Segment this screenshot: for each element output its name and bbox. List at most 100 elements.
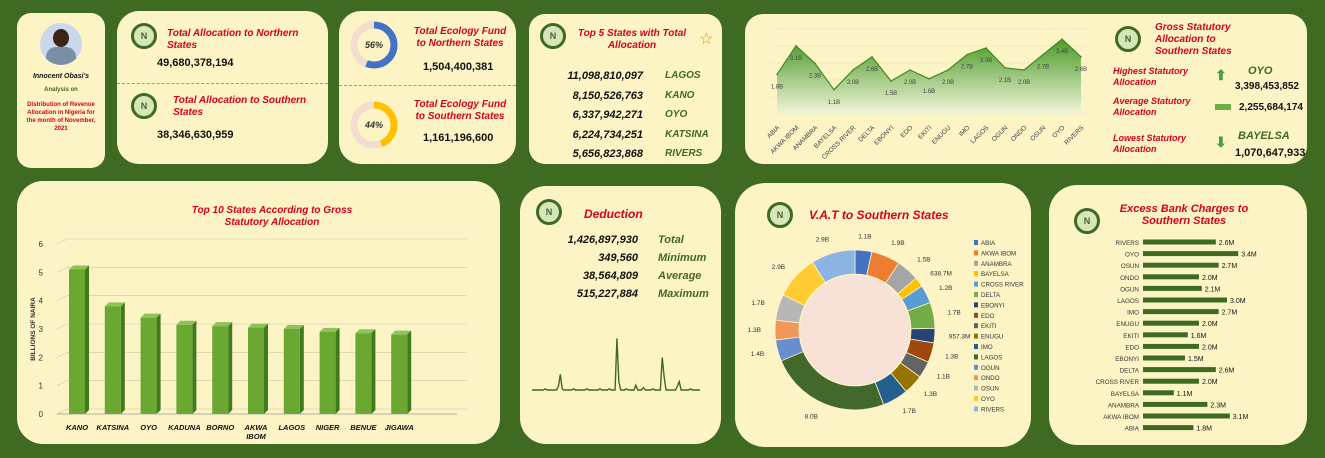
hbar-y-tick: EKITI: [1123, 333, 1139, 340]
legend-entry: OGUN: [981, 365, 1000, 372]
area-data-label: 2.3B: [809, 73, 821, 79]
hbar: [1143, 390, 1174, 396]
bank-charges-title: Excess Bank Charges to Southern States: [1119, 203, 1249, 227]
area-point: [833, 89, 835, 91]
donut-hole: [800, 275, 910, 385]
bar: [355, 333, 372, 414]
area-x-tick: OGUN: [991, 124, 1010, 143]
pie-data-label: 1.9B: [891, 240, 904, 247]
area-x-tick: OYO: [1051, 124, 1066, 139]
area-x-tick: CROSS RIVER: [821, 124, 858, 161]
vat-card: N V.A.T to Southern States 1.1B 1.9B 1.5B 6…: [735, 183, 1031, 447]
area-x-tick: LAGOS: [970, 124, 991, 145]
legend-entry: CROSS RIVER: [981, 282, 1024, 289]
bar: [104, 306, 121, 414]
southern-allocation-card: 1.8B ABIA 3.1B AKWA IBOM 2.3B ANAMBRA 1.1B BAYE…: [745, 14, 1307, 164]
deduction-line: [532, 338, 700, 391]
lowest-value: 1,070,647,933: [1235, 147, 1306, 159]
legend-swatch: [974, 364, 978, 370]
top5-state: KATSINA: [665, 128, 709, 140]
profile-card: Innocent Obasi's Analysis on Distributio…: [17, 13, 105, 168]
top10-card: Top 10 States According to Gross Statuto…: [17, 181, 500, 444]
bar-top: [355, 329, 376, 334]
dash-icon: [1215, 104, 1231, 110]
hbar-y-tick: ENUGU: [1116, 321, 1139, 328]
deduction-value: 515,227,884: [576, 288, 638, 300]
hbar-data-label: 1.6M: [1191, 333, 1207, 340]
hbar-y-tick: RIVERS: [1116, 240, 1139, 247]
hbar-y-tick: DELTA: [1120, 368, 1140, 375]
area-data-label: 1.5B: [885, 91, 897, 97]
bar-side: [371, 329, 376, 414]
top5-state: OYO: [665, 109, 688, 120]
hbar-data-label: 2.7M: [1222, 310, 1238, 317]
lowest-label: Lowest Statutory Allocation: [1113, 133, 1187, 154]
bar-x-tick: KANO: [66, 423, 88, 432]
top5-state: RIVERS: [665, 148, 703, 159]
legend-entry: ABIA: [981, 240, 996, 247]
profile-name: Innocent Obasi's: [32, 73, 90, 80]
hbar-y-tick: ONDO: [1120, 275, 1139, 282]
area-point: [871, 56, 873, 58]
bar-side: [228, 322, 233, 414]
hbar-data-label: 2.6M: [1219, 240, 1235, 247]
hbar: [1143, 309, 1219, 315]
hbar: [1143, 401, 1208, 407]
area-point: [795, 45, 797, 47]
legend-swatch: [974, 281, 978, 287]
north-ecology-title: Total Ecology Fund to Northern States: [413, 26, 507, 49]
top5-row: 8,150,526,763 KANO: [545, 90, 715, 106]
bar-x-tick: BORNO: [206, 423, 234, 432]
area-x-tick: IMO: [958, 124, 972, 138]
south-allocation-value: 38,346,630,959: [157, 129, 234, 141]
bar: [140, 317, 157, 414]
deduction-title: Deduction: [584, 207, 643, 221]
area-point: [1023, 69, 1025, 71]
legend-entry: RIVERS: [981, 406, 1004, 413]
deduction-card: N Deduction 1,426,897,930 Total 349,560 Min…: [520, 186, 721, 444]
hbar: [1143, 367, 1216, 373]
gridline: [56, 323, 68, 330]
bar-top: [69, 265, 89, 270]
gridline: [56, 352, 68, 358]
hbar-data-label: 2.1M: [1205, 286, 1221, 293]
north-ecology-value: 1,504,400,381: [423, 61, 494, 73]
legend-entry: IMO: [981, 344, 993, 351]
average-label: Average Statutory Allocation: [1113, 96, 1191, 117]
bar-x-tick: BENUE: [350, 423, 377, 432]
area-point: [966, 53, 968, 56]
legend-entry: DELTA: [981, 292, 1001, 299]
legend-swatch: [974, 375, 978, 381]
bar: [319, 331, 336, 414]
hbar-data-label: 2.0M: [1202, 379, 1218, 386]
logo-icon: N: [131, 23, 157, 49]
bar-x-tick: IBOM: [246, 432, 266, 441]
north-allocation-value: 49,680,378,194: [157, 57, 234, 69]
hbar-y-tick: EBONYI: [1115, 356, 1139, 363]
gridline: [56, 295, 68, 301]
hbar: [1143, 425, 1194, 431]
legend-swatch: [974, 406, 978, 412]
area-point: [814, 62, 816, 65]
logo-icon: N: [131, 93, 157, 119]
top5-value: 6,337,942,271: [572, 109, 643, 121]
legend-swatch: [974, 333, 978, 339]
legend-entry: OSUN: [981, 386, 999, 393]
legend-swatch: [974, 323, 978, 329]
south-allocation-title: Total Allocation to Southern States: [173, 95, 307, 118]
pie-slice: [774, 319, 800, 341]
bar-side: [120, 302, 125, 414]
top10-bar-chart: 0 1 2 3 4 5 6 BILLIONS OF NAIRA KANO KATSINA OYO KA…: [30, 238, 467, 441]
top5-row: 5,656,823,868 RIVERS: [545, 148, 715, 164]
pie-data-label: 1.3B: [748, 327, 761, 334]
top5-row: 6,224,734,251 KATSINA: [545, 129, 715, 145]
hbar-data-label: 3.0M: [1230, 298, 1246, 305]
area-x-tick: RIVERS: [1063, 124, 1086, 147]
legend-swatch: [974, 385, 978, 391]
area-x-tick: OSUN: [1029, 124, 1047, 142]
legend-swatch: [974, 312, 978, 318]
legend-entry: ONDO: [981, 375, 1000, 382]
area-data-label: 2.1B: [999, 78, 1011, 84]
pie-data-label: 1.4B: [751, 351, 764, 358]
pie-data-label: 1.7B: [903, 408, 916, 415]
